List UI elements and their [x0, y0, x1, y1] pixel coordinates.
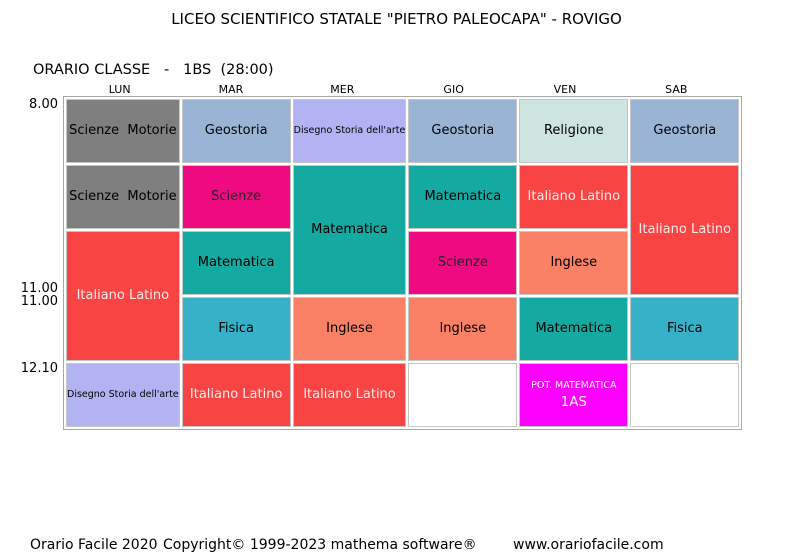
- lesson-label: Inglese: [326, 320, 373, 336]
- class-schedule-heading: ORARIO CLASSE - 1BS (28:00): [33, 62, 274, 78]
- day-header-sab: SAB: [665, 83, 688, 96]
- lesson-cell-scienze: Scienze: [181, 165, 291, 229]
- lesson-cell-geostoria: Geostoria: [408, 99, 518, 163]
- lesson-cell-matematica: Matematica: [519, 297, 629, 361]
- lesson-label: Italiano Latino: [527, 188, 621, 204]
- timetable-row: Disegno Storia dell'arte Italiano Latino I…: [66, 363, 740, 427]
- lesson-cell-disegno: Disegno Storia dell'arte: [292, 99, 407, 163]
- footer-website: www.orariofacile.com: [513, 537, 664, 553]
- lesson-cell-scienze: Scienze: [408, 231, 518, 295]
- empty-cell: [408, 363, 518, 427]
- lesson-cell-geostoria: Geostoria: [181, 99, 291, 163]
- empty-cell: [630, 363, 740, 427]
- day-header-row: LUN MAR MER GIO VEN SAB: [64, 83, 732, 96]
- lesson-label: Scienze Motorie: [69, 188, 177, 204]
- lesson-cell-scienze-motorie: Scienze Motorie: [66, 99, 180, 163]
- lesson-cell-religione: Religione: [519, 99, 629, 163]
- lesson-cell-matematica: Matematica: [181, 231, 291, 295]
- lesson-label: Italiano Latino: [76, 287, 170, 303]
- lesson-label: Italiano Latino: [303, 386, 396, 402]
- time-label-11-00-end: 11.00: [20, 281, 58, 296]
- lesson-label: Italiano Latino: [638, 221, 732, 237]
- lesson-cell-pot-matematica: POT. MATEMATICA 1AS: [519, 363, 629, 427]
- lesson-cell-italiano-latino: Italiano Latino: [519, 165, 629, 229]
- lesson-cell-italiano-latino: Italiano Latino: [181, 363, 291, 427]
- day-header-lun: LUN: [108, 83, 131, 96]
- lesson-cell-fisica: Fisica: [181, 297, 291, 361]
- lesson-label: Matematica: [311, 221, 388, 237]
- time-label-11-00-start: 11.00: [20, 294, 58, 309]
- lesson-cell-fisica: Fisica: [630, 297, 740, 361]
- lesson-label-line2: 1AS: [560, 393, 588, 410]
- timetable-row: Scienze Motorie Geostoria Disegno Storia d…: [66, 99, 740, 163]
- timetable-row: Scienze Motorie Scienze Matematica Matemati…: [66, 165, 740, 295]
- lesson-cell-inglese: Inglese: [408, 297, 518, 361]
- lesson-label: Matematica: [197, 254, 275, 270]
- lesson-label: Inglese: [550, 254, 598, 270]
- footer-app-name: Orario Facile 2020: [30, 537, 158, 553]
- day-header-mar: MAR: [218, 83, 244, 96]
- day-header-gio: GIO: [443, 83, 464, 96]
- timetable-row: Italiano Latino Matematica Scienze Inglese: [66, 231, 739, 361]
- lesson-cell-inglese: Inglese: [519, 231, 629, 295]
- lesson-label: Inglese: [439, 320, 487, 336]
- lesson-label: Fisica: [218, 320, 254, 336]
- lesson-label: Matematica: [535, 320, 613, 336]
- time-label-8-00: 8.00: [29, 97, 58, 112]
- day-header-mer: MER: [330, 83, 355, 96]
- lesson-label: Scienze: [437, 254, 488, 270]
- lesson-cell-inglese: Inglese: [292, 297, 407, 361]
- lesson-label: Fisica: [666, 320, 703, 336]
- lesson-label: Scienze Motorie: [69, 122, 177, 138]
- lesson-cell-geostoria: Geostoria: [630, 99, 740, 163]
- lesson-label: Disegno Storia dell'arte: [67, 389, 179, 401]
- lesson-cell-italiano-latino: Italiano Latino: [630, 165, 740, 295]
- lesson-label: Disegno Storia dell'arte: [293, 125, 406, 137]
- lesson-label: Religione: [543, 122, 604, 138]
- footer: Orario Facile 2020 Copyright© 1999-2023 …: [0, 537, 793, 557]
- lesson-label: Geostoria: [653, 122, 717, 138]
- lesson-label: Italiano Latino: [189, 386, 283, 402]
- lesson-cell-italiano-latino: Italiano Latino: [66, 231, 180, 361]
- lesson-cell-matematica: Matematica: [408, 165, 518, 229]
- timetable-grid: Scienze Motorie Geostoria Disegno Storia d…: [63, 96, 743, 430]
- lesson-cell-matematica: Matematica: [292, 165, 407, 295]
- lesson-cell-italiano-latino: Italiano Latino: [292, 363, 407, 427]
- lesson-cell-scienze-motorie: Scienze Motorie: [66, 165, 180, 229]
- footer-copyright: Copyright© 1999-2023 mathema software®: [163, 537, 477, 553]
- lesson-label: Geostoria: [204, 122, 268, 138]
- time-label-12-10: 12.10: [20, 361, 58, 376]
- lesson-label: Matematica: [424, 188, 502, 204]
- day-header-ven: VEN: [553, 83, 577, 96]
- school-title: LICEO SCIENTIFICO STATALE "PIETRO PALEOC…: [171, 10, 622, 28]
- lesson-label: POT. MATEMATICA: [531, 380, 617, 392]
- timetable-body: Scienze Motorie Geostoria Disegno Storia d…: [66, 99, 740, 427]
- timetable-row: Fisica Inglese Inglese Matematica Fisica: [66, 297, 740, 361]
- lesson-label: Geostoria: [431, 122, 495, 138]
- lesson-label: Scienze: [211, 188, 262, 204]
- lesson-cell-disegno: Disegno Storia dell'arte: [66, 363, 180, 427]
